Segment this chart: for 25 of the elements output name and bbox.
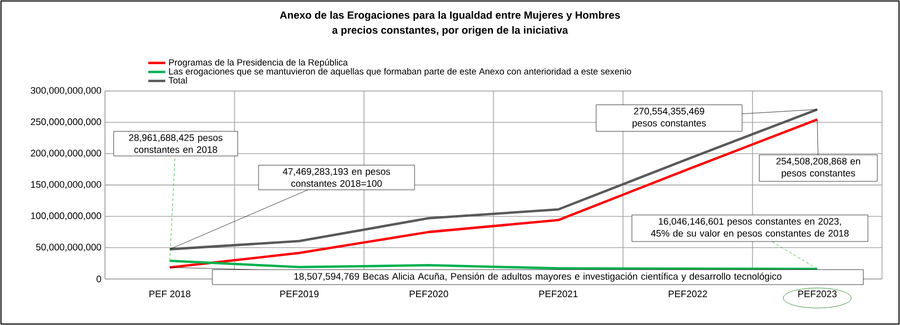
annotation: 270,554,355,469 pesos constantes (632, 108, 706, 128)
line-series (168, 260, 818, 270)
x-tick-label: PEF 2018 (149, 290, 190, 298)
y-tick-label: 0 (96, 276, 102, 282)
x-tick-label: PEF2019 (280, 290, 319, 298)
x-tick-label: PEF2020 (410, 290, 448, 298)
annotation: 18,507,594,769 Becas Alicia Acuña, Pensión de adultos mayores e investigación científica y desarrollo tecnológico (294, 272, 782, 282)
y-tick-label: 250,000,000,000 (30, 118, 102, 126)
annotation: 28,961,688,425 pesos constantes en 2018 (129, 134, 222, 153)
y-tick-label: 300,000,000,000 (30, 87, 102, 95)
legend-label: Las erogaciones que se mantuvieron de aquellas que formaban parte de este Anexo con anterioridad a este sexenio (169, 68, 632, 76)
x-tick-label: PEF2021 (539, 290, 578, 298)
legend-label: Total (168, 76, 187, 84)
annotation: 254,508,208,868 en pesos constantes (776, 158, 860, 178)
y-tick-label: 50,000,000,000 (36, 244, 102, 252)
y-tick-label: 100,000,000,000 (31, 212, 102, 220)
y-tick-label: 150,000,000,000 (31, 181, 102, 189)
x-tick-label: PEF2022 (668, 290, 708, 298)
annotation: 47,469,283,193 en pesos constantes 2018=100 (282, 168, 390, 187)
legend-label: Programas de la Presidencia de la República (169, 58, 348, 68)
y-tick-label: 200,000,000,000 (30, 150, 102, 158)
x-tick-label: PEF2023 (798, 290, 837, 298)
chart-title: Anexo de las Erogaciones para la Igualdad entre Mujeres y Hombres (280, 11, 620, 21)
annotation: 16,046,146,601 pesos constantes en 2023, 45% de su valor en pesos constantes de 2018 (650, 218, 849, 239)
chart-subtitle: a precios constantes, por origen de la iniciativa (332, 26, 568, 36)
